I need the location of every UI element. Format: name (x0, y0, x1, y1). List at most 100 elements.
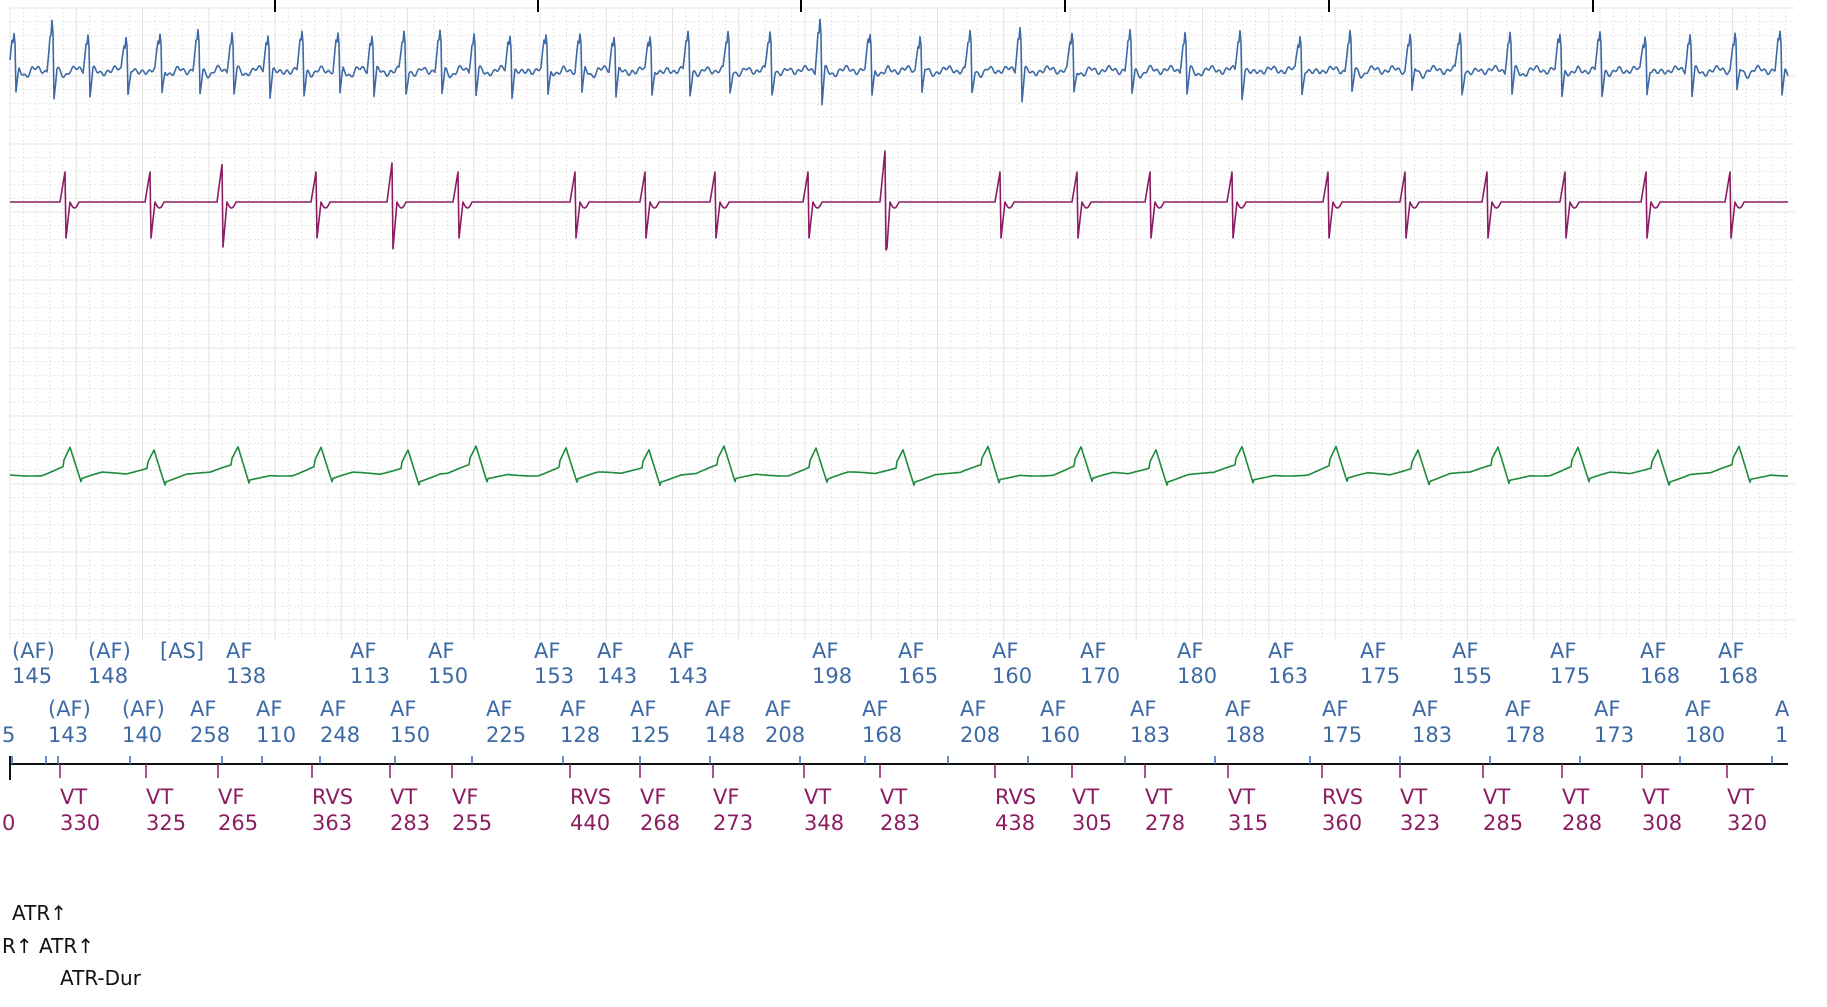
atrial-row1-label: AF (1452, 639, 1478, 663)
ventricular-value: 323 (1400, 811, 1440, 835)
atrial-row1-value: 150 (428, 664, 468, 688)
ventricular-label: VT (60, 785, 87, 809)
ventricular-value: 320 (1727, 811, 1767, 835)
atrial-row1-value: 198 (812, 664, 852, 688)
event-text: ATR↑ (12, 901, 67, 925)
ventricular-value: 348 (804, 811, 844, 835)
ventricular-label: VT (1400, 785, 1427, 809)
egm-channel-2 (10, 150, 1788, 251)
atrial-row2-label: AF (320, 697, 346, 721)
ventricular-value: 283 (880, 811, 920, 835)
ventricular-value: 265 (218, 811, 258, 835)
atrial-row1-label: AF (226, 639, 252, 663)
atrial-row1-label: AF (1177, 639, 1203, 663)
time-ticks (274, 0, 1594, 12)
atrial-row1-value: 138 (226, 664, 266, 688)
atrial-row2-value: 248 (320, 723, 360, 747)
atrial-row1-label: AF (597, 639, 623, 663)
atrial-row1-value: 168 (1718, 664, 1758, 688)
event-text: R↑ ATR↑ (2, 934, 94, 958)
ventricular-label: RVS (995, 785, 1036, 809)
atrial-row2-label: AF (1130, 697, 1156, 721)
atrial-row2-value: 173 (1594, 723, 1634, 747)
atrial-row1-label: AF (668, 639, 694, 663)
atrial-row2-label: AF (705, 697, 731, 721)
atrial-row1-value: 160 (992, 664, 1032, 688)
atrial-row2-value: 178 (1505, 723, 1545, 747)
atrial-row1-label: AF (1268, 639, 1294, 663)
atrial-row2-value: 140 (122, 723, 162, 747)
atrial-row1-label: AF (1080, 639, 1106, 663)
atrial-row2-label: AF (390, 697, 416, 721)
atrial-row1-value: 165 (898, 664, 938, 688)
atrial-row2-label: AF (256, 697, 282, 721)
atrial-row2-value: 160 (1040, 723, 1080, 747)
event-annotations: ATR↑ R↑ ATR↑ ATR-Dur (2, 901, 142, 990)
atrial-row1-label: AF (534, 639, 560, 663)
ventricular-value: 438 (995, 811, 1035, 835)
atrial-row2-value: 188 (1225, 723, 1265, 747)
atrial-row1-value: 113 (350, 664, 390, 688)
ventricular-label: VT (1642, 785, 1669, 809)
atrial-row1-value: 163 (1268, 664, 1308, 688)
ventricular-label: VT (1072, 785, 1099, 809)
atrial-row2-value: 150 (390, 723, 430, 747)
atrial-row1-label: AF (428, 639, 454, 663)
atrial-row2-label: AF (1040, 697, 1066, 721)
ventricular-label: VT (1483, 785, 1510, 809)
atrial-row2-value: 208 (960, 723, 1000, 747)
ventricular-value: 308 (1642, 811, 1682, 835)
ecg-grid (9, 7, 1795, 640)
atrial-row2-label: AF (1685, 697, 1711, 721)
atrial-row2-label: AF (1594, 697, 1620, 721)
ventricular-value: 315 (1228, 811, 1268, 835)
atrial-row1-label: AF (898, 639, 924, 663)
atrial-row1-label: (AF) (12, 639, 55, 663)
ventricular-value: 305 (1072, 811, 1112, 835)
atrial-row2-label: AF (1505, 697, 1531, 721)
ventricular-value: 440 (570, 811, 610, 835)
atrial-row1-value: 180 (1177, 664, 1217, 688)
waveforms (9, 18, 1789, 487)
atrial-row1-value: 153 (534, 664, 574, 688)
egm-channel-3 (10, 445, 1788, 487)
ventricular-label: VF (640, 785, 666, 809)
atrial-row2-value: 208 (765, 723, 805, 747)
atrial-row1-value: 168 (1640, 664, 1680, 688)
ventricular-label: VT (146, 785, 173, 809)
ventricular-label: VF (218, 785, 244, 809)
ventricular-value: 278 (1145, 811, 1185, 835)
atrial-row2-value: 258 (190, 723, 230, 747)
atrial-row1-value: 143 (668, 664, 708, 688)
atrial-row2-value: 183 (1130, 723, 1170, 747)
atrial-row2-label: AF (765, 697, 791, 721)
atrial-row2-value: 128 (560, 723, 600, 747)
atrial-row2-label: (AF) (122, 697, 165, 721)
atrial-row2-label: AF (560, 697, 586, 721)
event-text: ATR-Dur (60, 966, 142, 990)
atrial-row2-label: AF (190, 697, 216, 721)
ventricular-value: 283 (390, 811, 430, 835)
atrial-row2-value: 175 (1322, 723, 1362, 747)
atrial-row2-value: 1 (1775, 723, 1788, 747)
atrial-row1-label: (AF) (88, 639, 131, 663)
ventricular-label: VT (1145, 785, 1172, 809)
ventricular-value: 330 (60, 811, 100, 835)
atrial-row1-value: 145 (12, 664, 52, 688)
atrial-row2-label: AF (630, 697, 656, 721)
atrial-row2-value: 225 (486, 723, 526, 747)
ventricular-label: VT (804, 785, 831, 809)
atrial-row1-value: 175 (1360, 664, 1400, 688)
atrial-row2-label: AF (486, 697, 512, 721)
atrial-row1-value: 175 (1550, 664, 1590, 688)
ventricular-label: RVS (1322, 785, 1363, 809)
atrial-row2-value: 168 (862, 723, 902, 747)
atrial-row2-label: A (1775, 697, 1790, 721)
atrial-row1-value: 170 (1080, 664, 1120, 688)
ventricular-value: 255 (452, 811, 492, 835)
atrial-row2-label: AF (862, 697, 888, 721)
atrial-row1-label: AF (350, 639, 376, 663)
atrial-row1-value: 143 (597, 664, 637, 688)
ventricular-label: VT (1228, 785, 1255, 809)
ventricular-label: RVS (570, 785, 611, 809)
